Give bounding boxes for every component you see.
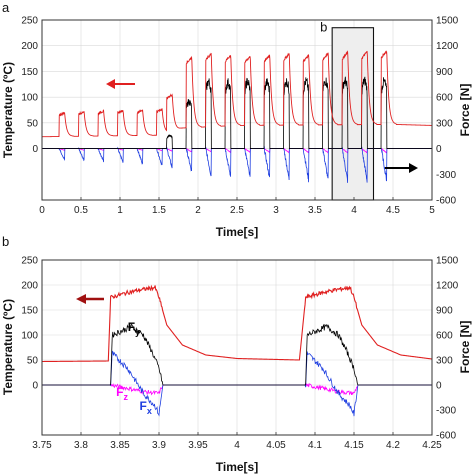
y-tick-label-right: 600 (436, 93, 453, 104)
y-tick-label-right: 600 (436, 331, 453, 342)
y-tick-label-right: -600 (436, 431, 456, 442)
panel-a-temperature-arrow (106, 79, 135, 89)
y-tick-label-left: 50 (27, 118, 39, 129)
series-temperature-line (42, 284, 433, 363)
panel-b-x-axis-title: Time[s] (216, 460, 258, 474)
y-tick-label-right: 300 (436, 356, 453, 367)
series-temperature-line (42, 50, 433, 138)
x-tick-label: 3 (273, 205, 279, 216)
series-label-subscript: x (147, 406, 152, 416)
y-tick-label-left: 0 (32, 381, 38, 392)
panel-a-x-ticks: 0 0.5 1 1.5 2 2.5 3 3.5 4 4.5 5 (39, 197, 435, 216)
y-tick-label-left: 200 (21, 41, 38, 52)
y-tick-label-right: 0 (436, 381, 442, 392)
series-label-subscript: y (135, 327, 140, 337)
y-tick-label-right: 900 (436, 306, 453, 317)
panel-b-y-axis-title-right: Force [N] (458, 321, 472, 374)
panel-a-y-axis-title-left: Temperature (ºC) (1, 62, 15, 158)
series-fy-line (42, 76, 432, 149)
x-tick-label: 4 (234, 440, 240, 451)
y-tick-label-right: 1500 (436, 256, 459, 267)
x-tick-label: 4.25 (422, 440, 442, 451)
panel-b-series (42, 284, 433, 417)
zoom-box-label: b (320, 20, 327, 35)
y-tick-label-right: 1200 (436, 281, 459, 292)
x-tick-label: 3.9 (152, 440, 166, 451)
x-tick-label: 3.5 (308, 205, 322, 216)
x-tick-label: 4.5 (386, 205, 400, 216)
panel-a: a b 0 0.5 1 1.5 2 2.5 3 3.5 4 4.5 5 0 50 100 150 200 25… (1, 0, 472, 239)
y-tick-label-right: 900 (436, 67, 453, 78)
x-tick-label: 4.2 (386, 440, 400, 451)
panel-a-series (42, 50, 433, 183)
y-tick-label-right: -300 (436, 170, 456, 181)
y-tick-label-left: 0 (32, 144, 38, 155)
y-tick-label-left: 200 (21, 281, 38, 292)
panel-a-letter: a (2, 0, 10, 15)
x-tick-label: 3.95 (188, 440, 208, 451)
x-tick-label: 1 (117, 205, 123, 216)
panel-a-force-arrow (385, 163, 418, 173)
panel-b-x-ticks: 3.75 3.8 3.85 3.9 3.95 4 4.05 4.1 4.15 4.2 4.25 (32, 432, 442, 451)
x-tick-label: 2 (195, 205, 201, 216)
x-tick-label: 2.5 (230, 205, 244, 216)
x-tick-label: 4.15 (344, 440, 364, 451)
panel-b-letter: b (2, 234, 9, 249)
y-tick-label-right: 0 (436, 144, 442, 155)
y-tick-label-left: 150 (21, 306, 38, 317)
y-tick-label-left: 100 (21, 331, 38, 342)
x-tick-label: 3.8 (74, 440, 88, 451)
x-tick-label: 5 (429, 205, 435, 216)
panel-a-x-axis-title: Time[s] (216, 225, 258, 239)
series-fy-line (42, 323, 432, 386)
y-tick-label-right: -600 (436, 196, 456, 207)
panel-b-y-axis-title-left: Temperature (ºC) (1, 299, 15, 395)
y-tick-label-left: 100 (21, 93, 38, 104)
y-tick-label-right: 300 (436, 118, 453, 129)
x-tick-label: 3.85 (110, 440, 130, 451)
panel-a-y-ticks-left: 0 50 100 150 200 250 (21, 16, 38, 156)
panel-b: b 3.75 3.8 3.85 3.9 3.95 4 4.05 4.1 4.15 4.2 4.25 … (1, 234, 472, 474)
y-tick-label-left: 50 (27, 356, 39, 367)
series-label-subscript: z (123, 392, 128, 402)
x-tick-label: 0.5 (74, 205, 88, 216)
x-tick-label: 0 (39, 205, 45, 216)
x-tick-label: 1.5 (152, 205, 166, 216)
x-tick-label: 3.75 (32, 440, 52, 451)
panel-b-y-ticks-right: -600 -300 0 300 600 900 1200 1500 (436, 256, 459, 442)
y-tick-label-left: 150 (21, 67, 38, 78)
x-tick-label: 4.1 (308, 440, 322, 451)
panel-b-temperature-arrow (76, 294, 104, 304)
panel-b-y-ticks-left: 0 50 100 150 200 250 (21, 256, 38, 392)
y-tick-label-left: 250 (21, 16, 38, 27)
x-tick-label: 4 (351, 205, 357, 216)
panel-a-y-ticks-right: -600 -300 0 300 600 900 1200 1500 (436, 16, 459, 207)
panel-b-grid (41, 259, 433, 435)
y-tick-label-left: 250 (21, 256, 38, 267)
series-label-fy: Fy (128, 320, 140, 337)
panel-a-y-axis-title-right: Force [N] (458, 84, 472, 137)
y-tick-label-right: 1500 (436, 16, 459, 27)
x-tick-label: 4.05 (266, 440, 286, 451)
y-tick-label-right: 1200 (436, 41, 459, 52)
y-tick-label-right: -300 (436, 406, 456, 417)
